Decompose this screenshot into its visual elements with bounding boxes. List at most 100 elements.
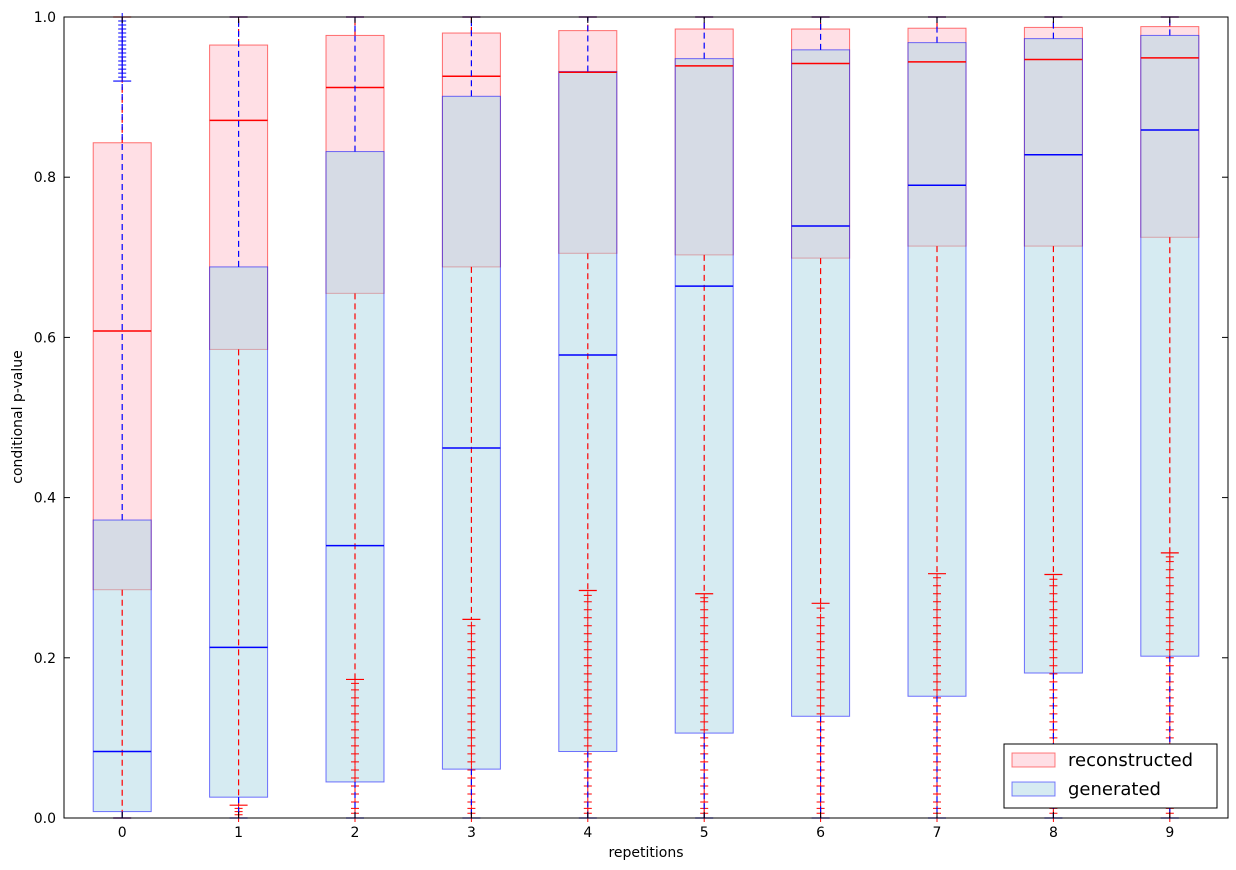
flier-reconstructed-6-15 — [816, 701, 825, 710]
axis-ticks: 0.0 0.2 0.4 0.6 0.8 1.0 0 1 2 3 4 5 6 7 8 9 — [34, 10, 1228, 841]
legend-swatch-reconstructed — [1011, 752, 1056, 768]
flier-reconstructed-9-32 — [1165, 565, 1174, 574]
flier-reconstructed-9-29 — [1165, 589, 1174, 598]
flier-reconstructed-4-13 — [583, 717, 592, 726]
flier-reconstructed-4-25 — [583, 621, 592, 630]
flier-reconstructed-4-22 — [583, 645, 592, 654]
flier-reconstructed-2-7 — [351, 765, 359, 774]
flier-reconstructed-9-30 — [1165, 581, 1174, 590]
flier-reconstructed-8-26 — [1049, 613, 1058, 622]
flier-reconstructed-9-26 — [1165, 613, 1174, 622]
flier-reconstructed-4-15 — [583, 701, 592, 710]
flier-reconstructed-9-23 — [1165, 637, 1174, 646]
x-tick-label: 9 — [1165, 825, 1174, 841]
flier-reconstructed-5-23 — [700, 637, 709, 646]
flier-reconstructed-5-14 — [700, 709, 709, 718]
flier-reconstructed-3-15 — [467, 701, 476, 710]
flier-reconstructed-9-28 — [1165, 597, 1174, 606]
flier-reconstructed-2-11 — [351, 733, 359, 742]
flier-reconstructed-6-27 — [816, 604, 825, 613]
flier-reconstructed-3-23 — [467, 637, 476, 646]
flier-reconstructed-4-18 — [583, 677, 592, 686]
plot-area — [92, 13, 1200, 822]
flier-reconstructed-8-27 — [1049, 605, 1058, 614]
flier-reconstructed-9-24 — [1165, 629, 1174, 638]
flier-reconstructed-7-22 — [933, 645, 941, 654]
flier-reconstructed-3-17 — [467, 685, 476, 694]
x-tick-label: 1 — [234, 825, 243, 841]
flier-reconstructed-6-17 — [816, 685, 825, 694]
flier-reconstructed-6-23 — [816, 637, 825, 646]
y-axis-title: conditional p-value — [10, 350, 26, 483]
flier-reconstructed-7-17 — [933, 685, 941, 694]
flier-reconstructed-5-19 — [700, 669, 709, 678]
flier-reconstructed-3-11 — [467, 733, 476, 742]
flier-reconstructed-5-15 — [700, 701, 709, 710]
flier-reconstructed-8-20 — [1049, 661, 1058, 670]
flier-reconstructed-8-24 — [1049, 629, 1058, 638]
flier-reconstructed-4-24 — [583, 629, 592, 638]
y-tick-label: 0.2 — [34, 651, 56, 667]
flier-reconstructed-5-18 — [700, 677, 709, 686]
y-tick-label: 1.0 — [34, 10, 56, 26]
flier-reconstructed-6-26 — [816, 613, 825, 622]
flier-reconstructed-4-12 — [583, 725, 592, 734]
x-tick-label: 0 — [118, 825, 127, 841]
flier-reconstructed-4-10 — [583, 741, 592, 750]
flier-reconstructed-5-13 — [700, 717, 709, 726]
flier-reconstructed-3-19 — [467, 669, 476, 678]
flier-reconstructed-4-26 — [583, 613, 592, 622]
flier-reconstructed-2-14 — [351, 709, 359, 718]
flier-reconstructed-7-20 — [933, 661, 941, 670]
flier-reconstructed-5-16 — [700, 693, 709, 702]
flier-reconstructed-4-14 — [583, 709, 592, 718]
flier-reconstructed-4-16 — [583, 693, 592, 702]
y-tick-label: 0.4 — [34, 491, 56, 507]
flier-reconstructed-3-16 — [467, 693, 476, 702]
flier-reconstructed-7-24 — [933, 629, 941, 638]
flier-reconstructed-5-20 — [700, 661, 709, 670]
flier-reconstructed-8-22 — [1049, 645, 1058, 654]
y-tick-label: 0.8 — [34, 170, 56, 186]
flier-reconstructed-3-12 — [467, 725, 476, 734]
flier-reconstructed-3-8 — [467, 757, 476, 766]
flier-reconstructed-3-22 — [467, 645, 476, 654]
flier-reconstructed-7-28 — [933, 597, 941, 606]
flier-reconstructed-4-27 — [583, 605, 592, 614]
flier-reconstructed-5-29 — [700, 593, 709, 602]
flier-reconstructed-2-15 — [351, 701, 359, 710]
flier-reconstructed-8-31 — [1049, 575, 1058, 584]
flier-reconstructed-2-12 — [351, 725, 359, 734]
x-tick-label: 7 — [933, 825, 942, 841]
flier-reconstructed-7-27 — [933, 605, 941, 614]
flier-reconstructed-8-23 — [1049, 637, 1058, 646]
flier-reconstructed-5-22 — [700, 645, 709, 654]
flier-reconstructed-4-29 — [583, 591, 592, 600]
flier-reconstructed-8-29 — [1049, 589, 1058, 598]
flier-reconstructed-2-18 — [351, 679, 359, 688]
x-tick-label: 6 — [816, 825, 825, 841]
flier-reconstructed-2-9 — [351, 749, 359, 758]
flier-reconstructed-6-20 — [816, 661, 825, 670]
flier-reconstructed-2-16 — [351, 693, 359, 702]
flier-reconstructed-6-25 — [816, 621, 825, 630]
flier-reconstructed-6-19 — [816, 669, 825, 678]
flier-reconstructed-3-14 — [467, 709, 476, 718]
flier-reconstructed-7-23 — [933, 637, 941, 646]
flier-reconstructed-4-23 — [583, 637, 592, 646]
flier-reconstructed-6-22 — [816, 645, 825, 654]
flier-reconstructed-8-21 — [1049, 653, 1058, 662]
flier-reconstructed-2-8 — [351, 757, 359, 766]
axes-frame — [63, 16, 1229, 819]
flier-reconstructed-9-27 — [1165, 605, 1174, 614]
flier-reconstructed-7-26 — [933, 613, 941, 622]
flier-reconstructed-6-21 — [816, 653, 825, 662]
flier-reconstructed-4-20 — [583, 661, 592, 670]
flier-reconstructed-5-26 — [700, 613, 709, 622]
flier-reconstructed-7-30 — [933, 581, 941, 590]
flier-reconstructed-6-24 — [816, 629, 825, 638]
flier-reconstructed-5-24 — [700, 629, 709, 638]
flier-reconstructed-9-34 — [1165, 552, 1174, 561]
flier-reconstructed-9-22 — [1165, 645, 1174, 654]
flier-reconstructed-3-13 — [467, 717, 476, 726]
